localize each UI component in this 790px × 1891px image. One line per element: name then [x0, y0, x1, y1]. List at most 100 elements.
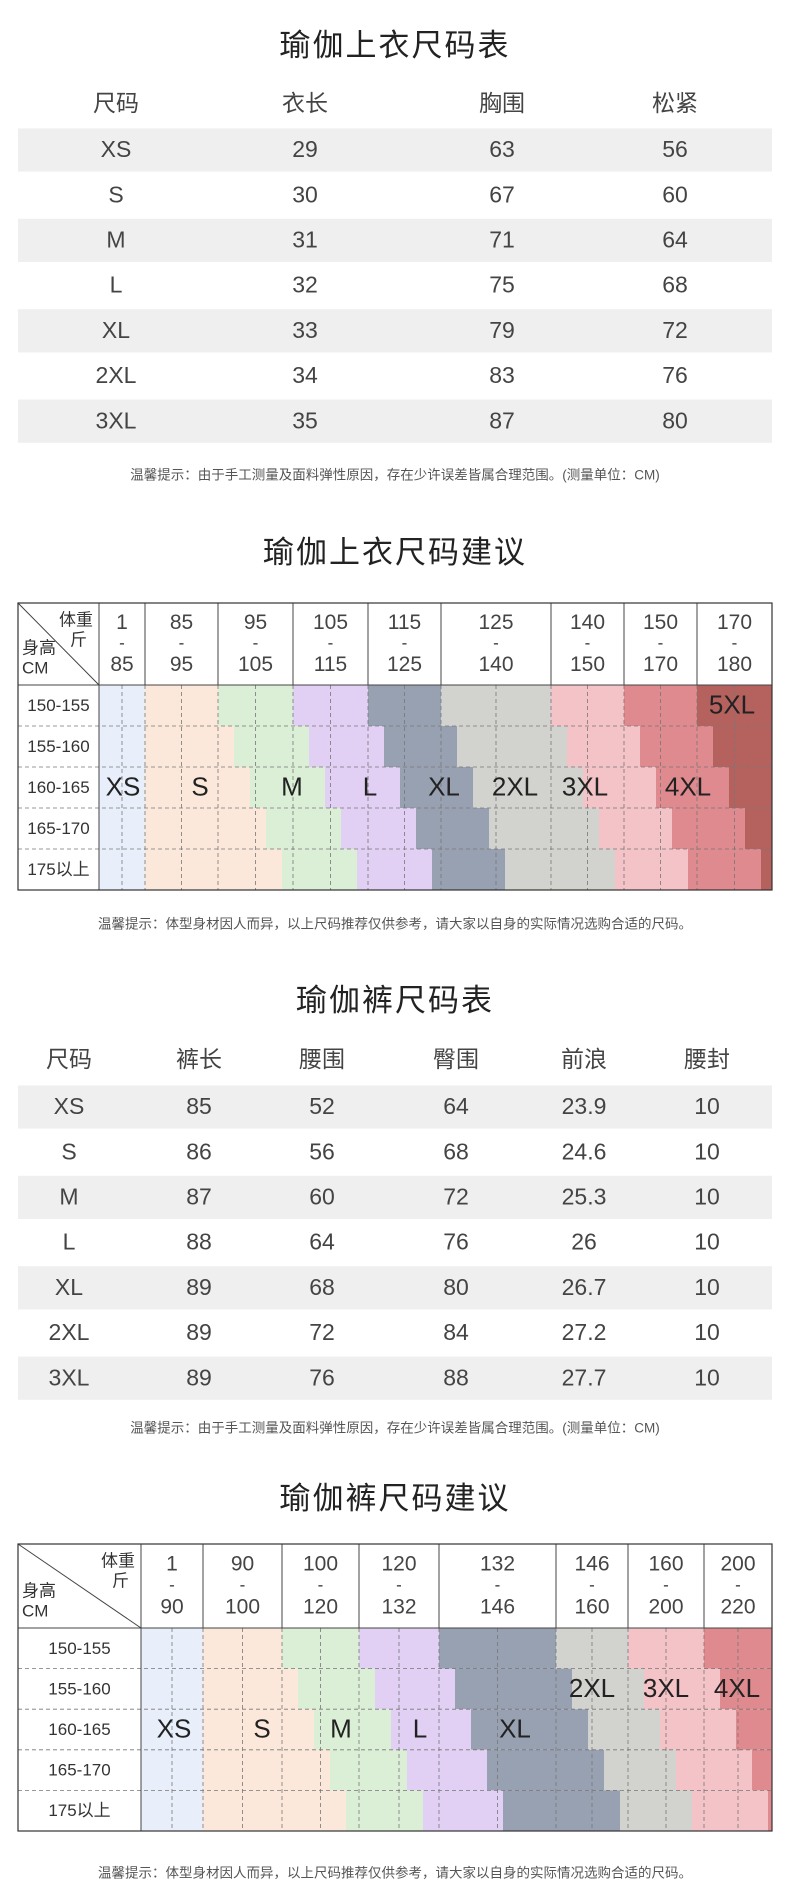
size-label: 3XL — [562, 771, 608, 801]
size-zone — [141, 1668, 203, 1710]
weight-min: 150 — [643, 611, 678, 634]
table-cell: 89 — [186, 1364, 212, 1390]
table-cell: 89 — [186, 1319, 212, 1345]
size-zone — [203, 1628, 282, 1669]
weight-max: 95 — [170, 653, 193, 676]
size-label: 2XL — [569, 1673, 615, 1703]
table-cell: XL — [102, 317, 130, 343]
column-header: 腰围 — [299, 1046, 345, 1072]
corner-weight: 体重 — [59, 610, 93, 629]
size-zone — [768, 1790, 772, 1831]
size-zone — [432, 849, 505, 890]
size-zone — [567, 726, 640, 767]
table-cell: 26 — [571, 1229, 597, 1255]
table-cell: 10 — [694, 1093, 720, 1119]
size-zone — [341, 808, 416, 849]
weight-min: 95 — [244, 611, 267, 634]
weight-separator: - — [495, 1575, 501, 1594]
weight-separator: - — [396, 1575, 402, 1594]
size-label: M — [330, 1713, 352, 1743]
corner-diagonal — [17, 1543, 142, 1629]
table-cell: 64 — [309, 1229, 335, 1255]
table-cell: 80 — [443, 1274, 469, 1300]
weight-max: 132 — [381, 1595, 416, 1618]
table-cell: 68 — [443, 1138, 469, 1164]
size-zone — [145, 685, 218, 726]
size-zone — [761, 849, 772, 890]
table-cell: 72 — [662, 317, 688, 343]
column-header: 胸围 — [479, 90, 525, 116]
row-stripe — [18, 128, 772, 172]
table-cell: 10 — [694, 1229, 720, 1255]
weight-min: 120 — [381, 1553, 416, 1576]
table-cell: 76 — [662, 362, 688, 388]
size-label: 4XL — [714, 1673, 760, 1703]
size-zone — [250, 767, 325, 808]
table-cell: 75 — [489, 272, 515, 298]
table-border — [17, 1543, 773, 1832]
weight-min: 115 — [388, 611, 421, 634]
weight-separator: - — [493, 633, 499, 652]
size-zone — [752, 1749, 772, 1791]
size-zone — [604, 1749, 676, 1791]
row-stripe — [18, 309, 772, 353]
column-header: 尺码 — [46, 1046, 92, 1072]
table-cell: S — [108, 181, 123, 207]
weight-separator: - — [663, 1575, 669, 1594]
weight-separator: - — [732, 633, 738, 652]
size-zone — [330, 1749, 407, 1791]
note: 温馨提示：由于手工测量及面料弹性原因，存在少许误差皆属合理范围。(测量单位：CM… — [130, 468, 660, 483]
weight-max: 220 — [720, 1595, 755, 1618]
table-cell: 84 — [443, 1319, 469, 1345]
size-zone — [359, 1628, 439, 1669]
table-cell: 68 — [662, 272, 688, 298]
weight-separator: - — [658, 633, 664, 652]
weight-separator: - — [179, 633, 185, 652]
table-cell: 24.6 — [562, 1138, 607, 1164]
size-zone — [400, 767, 473, 808]
weight-max: 100 — [225, 1595, 260, 1618]
column-header: 腰封 — [684, 1046, 730, 1072]
row-stripe — [18, 1175, 772, 1219]
weight-max: 180 — [717, 653, 752, 676]
weight-min: 100 — [303, 1553, 338, 1576]
size-label: 2XL — [492, 771, 538, 801]
table-cell: 52 — [309, 1093, 335, 1119]
table-cell: 10 — [694, 1183, 720, 1209]
corner-height-unit: CM — [22, 1601, 48, 1620]
size-zone — [672, 808, 745, 849]
table-cell: 10 — [694, 1319, 720, 1345]
table-cell: M — [59, 1183, 78, 1209]
corner-weight-unit: 斤 — [70, 630, 87, 649]
table-cell: 60 — [662, 181, 688, 207]
table-cell: L — [110, 272, 123, 298]
table-cell: 2XL — [49, 1319, 90, 1345]
size-zone — [282, 849, 357, 890]
size-label: 3XL — [643, 1673, 689, 1703]
weight-min: 105 — [313, 611, 348, 634]
row-stripe — [18, 1085, 772, 1129]
height-label: 160-165 — [27, 778, 89, 797]
table-cell: 3XL — [49, 1364, 90, 1390]
weight-max: 115 — [314, 653, 347, 676]
row-stripe — [18, 218, 772, 262]
table-cell: 88 — [443, 1364, 469, 1390]
row-stripe — [18, 1356, 772, 1400]
table-cell: 33 — [292, 317, 318, 343]
height-label: 150-155 — [27, 696, 89, 715]
size-zone — [583, 767, 656, 808]
weight-min: 200 — [720, 1553, 755, 1576]
table-cell: 83 — [489, 362, 515, 388]
weight-separator: - — [253, 633, 259, 652]
height-label: 175以上 — [48, 1801, 110, 1820]
column-header: 裤长 — [176, 1046, 222, 1072]
size-zone — [439, 1628, 556, 1669]
size-zone — [145, 726, 234, 767]
size-zone — [729, 767, 772, 808]
size-zone — [441, 685, 551, 726]
weight-max: 120 — [303, 1595, 338, 1618]
size-zone — [745, 808, 772, 849]
height-label: 160-165 — [48, 1720, 110, 1739]
table-cell: 89 — [186, 1274, 212, 1300]
